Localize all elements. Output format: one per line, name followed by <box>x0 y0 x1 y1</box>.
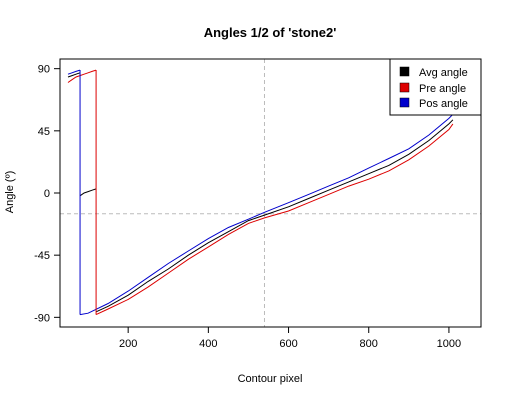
y-tick-label--45: -45 <box>34 250 50 262</box>
series-line-pos-0 <box>67 69 81 75</box>
series-layer <box>67 69 454 316</box>
y-tick-label-0: 0 <box>44 188 50 200</box>
legend-swatch-avg <box>399 66 410 77</box>
x-axis-label: Contour pixel <box>238 373 303 385</box>
y-axis: 90 45 0 -45 -90 <box>34 64 60 324</box>
series-line-pos-1 <box>79 113 454 316</box>
plot-area <box>59 58 482 328</box>
legend: Avg angle Pre angle Pos angle <box>389 58 482 116</box>
series-line-pre-0 <box>67 69 97 83</box>
legend-swatch-pre <box>399 82 410 93</box>
legend-label-pos: Pos angle <box>419 98 468 110</box>
x-tick-label-600: 600 <box>279 338 297 350</box>
y-axis-label: Angle (º) <box>4 171 16 214</box>
series-line-avg-1 <box>79 188 97 197</box>
y-tick-label--90: -90 <box>34 312 50 324</box>
series-line-avg-2 <box>95 119 454 313</box>
legend-label-pre: Pre angle <box>419 83 466 95</box>
x-tick-label-1000: 1000 <box>437 338 461 350</box>
x-tick-label-200: 200 <box>119 338 137 350</box>
x-tick-label-800: 800 <box>360 338 378 350</box>
series-line-avg-0 <box>67 72 81 78</box>
legend-label-avg: Avg angle <box>419 67 468 79</box>
x-tick-label-400: 400 <box>199 338 217 350</box>
x-axis: 200 400 600 800 1000 <box>119 327 461 350</box>
legend-swatch-pos <box>399 97 410 108</box>
y-tick-label-45: 45 <box>38 126 50 138</box>
chart-title: Angles 1/2 of 'stone2' <box>204 25 337 40</box>
series-line-pre-1 <box>95 123 454 316</box>
y-tick-label-90: 90 <box>38 64 50 76</box>
